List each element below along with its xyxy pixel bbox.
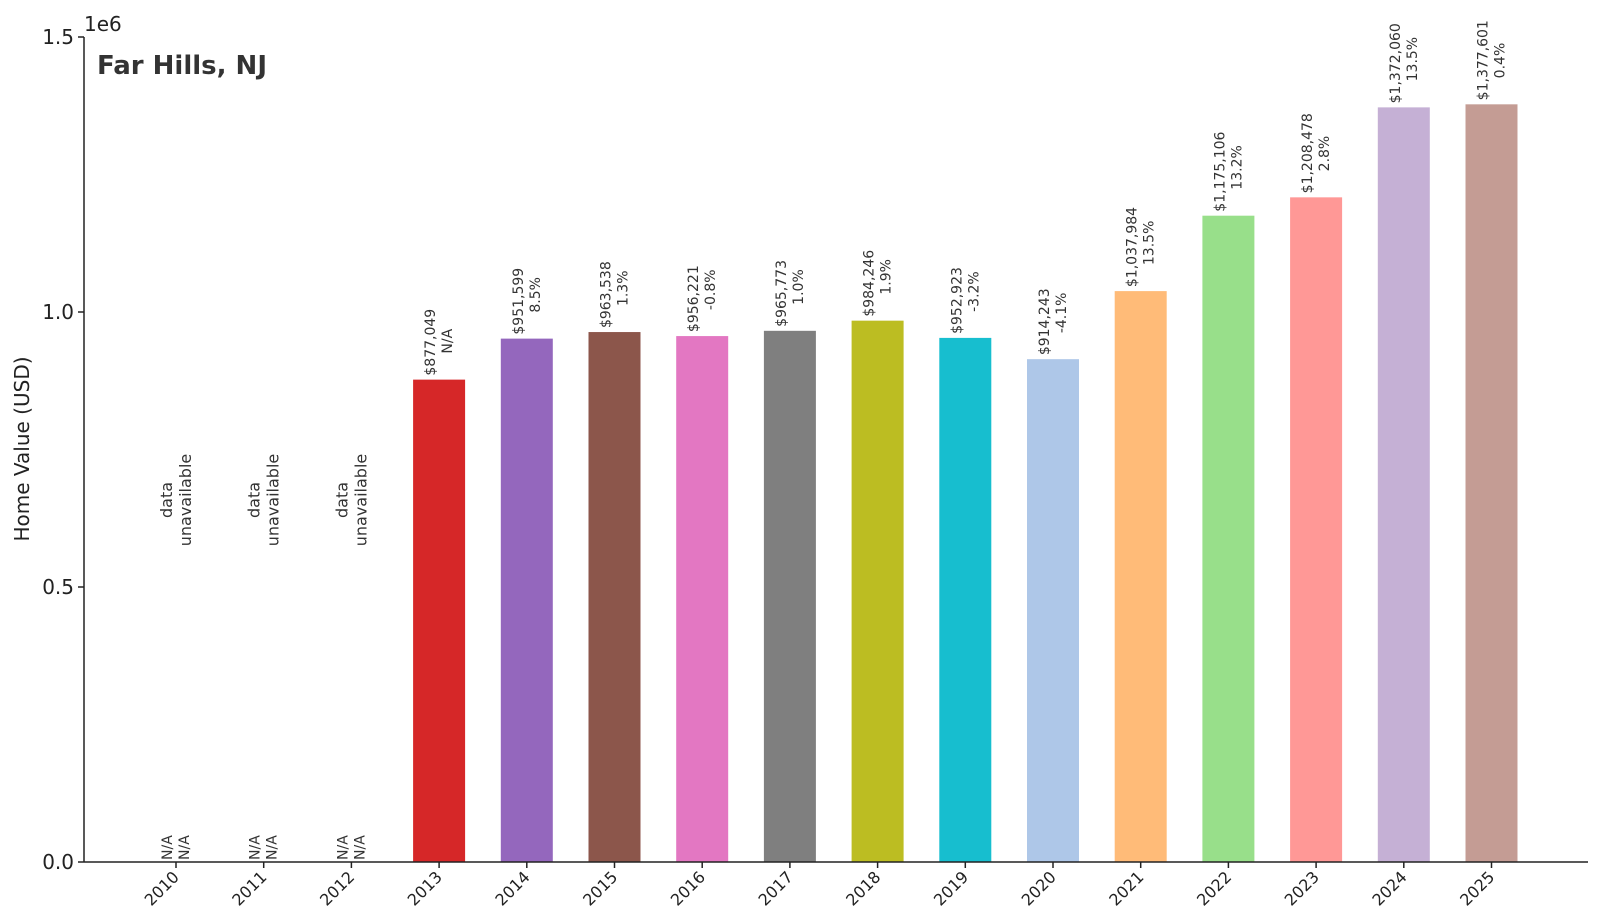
change-label: 13.5% [1142,221,1158,265]
x-tick-label: 2024 [1368,867,1410,909]
x-tick-label: 2016 [667,867,709,909]
value-label: $956,221 [686,265,702,332]
change-label: N/A [177,835,193,860]
change-label: N/A [265,835,281,860]
value-label: $877,049 [423,309,439,376]
x-tick-label: 2012 [316,867,358,909]
unavailable-label-line1: data [245,482,264,518]
value-label: $914,243 [1037,288,1053,355]
bars-layer [413,104,1518,863]
x-tick-label: 2023 [1281,867,1323,909]
value-label: $984,246 [862,250,878,317]
x-tick-label: 2021 [1105,867,1147,909]
value-label: $1,175,106 [1212,131,1228,211]
bar [763,330,816,863]
x-tick-label: 2010 [141,867,183,909]
change-label: 0.4% [1493,43,1509,79]
unavailable-label-line2: unavailable [351,454,370,547]
change-label: N/A [440,328,456,353]
y-tick-label: 0.0 [42,850,74,874]
y-axis-title: Home Value (USD) [10,356,34,541]
chart-title: Far Hills, NJ [97,51,267,81]
value-label: N/A [160,835,176,860]
value-label: $1,037,984 [1125,207,1141,287]
bar [1377,107,1430,862]
y-tick-label: 0.5 [42,575,74,599]
unavailable-label-line1: data [332,482,351,518]
bar [939,337,992,863]
x-tick-label: 2017 [755,867,797,909]
bar [588,332,641,863]
x-tick-label: 2019 [930,867,972,909]
change-label: 13.5% [1405,37,1421,81]
x-tick-label: 2011 [228,867,270,909]
x-tick-label: 2018 [842,867,884,909]
change-label: 1.0% [791,269,807,305]
bar [1114,291,1167,863]
bar [1027,359,1079,862]
change-label: -4.1% [1054,293,1070,334]
value-label: $952,923 [949,267,965,334]
bar [1465,104,1518,862]
change-label: -3.2% [966,271,982,312]
x-tick-label: 2020 [1018,867,1060,909]
y-tick-label: 1.0 [42,300,74,324]
y-offset-label: 1e6 [84,12,122,36]
value-label: $951,599 [511,268,527,335]
value-label: $963,538 [599,261,615,328]
bar [500,338,553,862]
x-tick-label: 2022 [1193,867,1235,909]
x-tick-label: 2015 [579,867,621,909]
change-label: 13.2% [1229,145,1245,189]
value-label: $1,372,060 [1388,23,1404,103]
change-label: 8.5% [528,277,544,313]
change-label: 1.3% [616,270,632,306]
value-label: $965,773 [774,260,790,327]
unavailable-label-line2: unavailable [176,454,195,547]
value-label: N/A [248,835,264,860]
bar [1202,215,1255,862]
unavailable-label-line1: data [157,482,176,518]
x-tick-label: 2013 [404,867,446,909]
bar [413,379,466,862]
bar [851,320,904,863]
change-label: N/A [352,835,368,860]
change-label: 2.8% [1317,136,1333,172]
change-label: -0.8% [703,269,719,310]
x-tick-label: 2014 [491,867,533,909]
value-label: $1,208,478 [1300,113,1316,193]
change-label: 1.9% [879,259,895,295]
value-label: N/A [335,835,351,860]
x-tick-label: 2025 [1456,867,1498,909]
bar [1290,197,1343,862]
value-label: $1,377,601 [1476,20,1492,100]
unavailable-label-line2: unavailable [264,454,283,547]
y-tick-label: 1.5 [42,25,74,49]
bar [676,336,729,862]
